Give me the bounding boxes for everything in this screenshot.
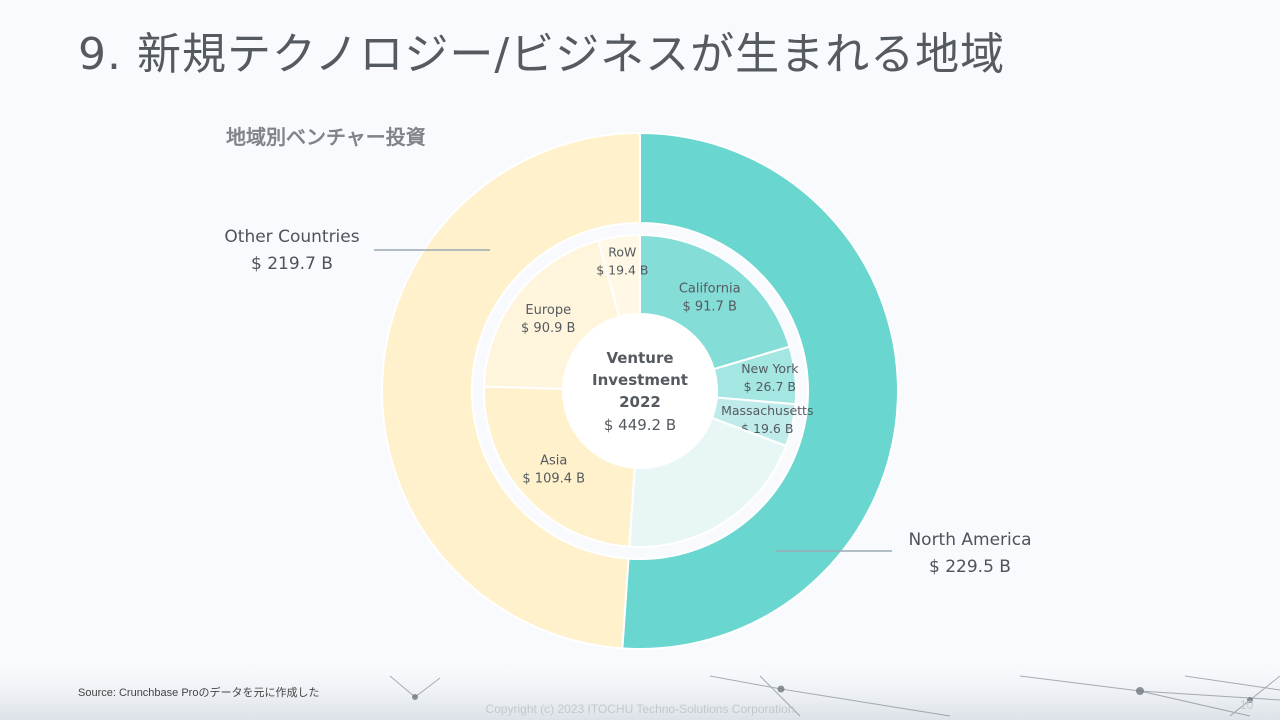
callout-other-countries-name: Other Countries: [224, 227, 360, 247]
inner-value-new-york: $ 26.7 B: [744, 379, 796, 394]
inner-slice-row: [596, 233, 641, 319]
callout-other-countries: Other Countries $ 219.7 B: [212, 224, 372, 278]
inner-label-asia: Asia: [540, 453, 567, 468]
inner-label-massachusetts: Massachusetts: [721, 403, 813, 418]
outer-slice-north-america: [621, 131, 899, 650]
outer-slice-other-countries: [381, 131, 641, 650]
inner-label-new-york: New York: [741, 361, 799, 376]
slide-title: 9. 新規テクノロジー/ビジネスが生まれる地域: [78, 29, 1006, 80]
inner-value-europe: $ 90.9 B: [521, 321, 575, 336]
inner-slice-remainder: [628, 416, 788, 548]
page-number: 10: [1240, 698, 1254, 712]
source-note: Source: Crunchbase Proのデータを元に作成した: [78, 687, 320, 699]
center-title-line: Investment: [592, 371, 688, 389]
inner-value-massachusetts: $ 19.6 B: [741, 421, 793, 436]
copyright: Copyright (c) 2023 ITOCHU Techno-Solutio…: [485, 702, 795, 716]
center-title-line: Venture: [606, 349, 673, 367]
center-circle: [564, 315, 716, 467]
inner-label-california: California: [679, 282, 741, 297]
inner-label-europe: Europe: [525, 303, 571, 318]
inner-slice-california: [639, 233, 791, 371]
inner-value-asia: $ 109.4 B: [522, 471, 585, 486]
inner-slice-europe: [483, 239, 621, 390]
callout-north-america: North America $ 229.5 B: [890, 527, 1050, 581]
inner-value-row: $ 19.4 B: [596, 263, 648, 278]
inner-value-california: $ 91.7 B: [682, 300, 736, 315]
inner-label-row: RoW: [608, 245, 636, 260]
center-title-line: 2022: [619, 393, 661, 411]
callout-north-america-name: North America: [908, 530, 1032, 550]
inner-slice-asia: [483, 385, 636, 548]
callout-north-america-value: $ 229.5 B: [929, 557, 1011, 577]
chart-title: 地域別ベンチャー投資: [226, 125, 426, 149]
center-total-value: $ 449.2 B: [604, 416, 676, 434]
callout-other-countries-value: $ 219.7 B: [251, 254, 333, 274]
